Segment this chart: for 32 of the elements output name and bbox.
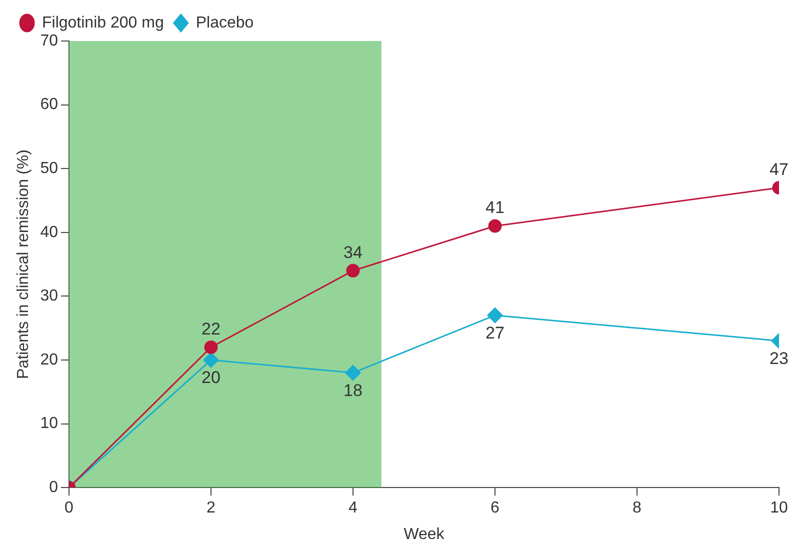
y-tick-label: 0 <box>49 479 58 496</box>
y-tick-label: 20 <box>40 351 58 368</box>
point <box>487 308 503 324</box>
y-tick-label: 70 <box>40 32 58 50</box>
data-label: 27 <box>486 324 504 343</box>
point <box>488 219 502 233</box>
x-axis-title: Week <box>404 526 446 543</box>
x-tick-label: 4 <box>348 500 358 517</box>
data-label: 20 <box>202 368 220 388</box>
x-tick-label: 6 <box>490 500 500 517</box>
x-tick-label: 8 <box>632 500 642 517</box>
data-label: 47 <box>770 160 788 179</box>
data-label: 34 <box>344 242 362 262</box>
x-tick-label: 0 <box>64 500 74 517</box>
y-tick-label: 40 <box>40 224 58 241</box>
point <box>346 264 360 278</box>
point <box>345 365 361 381</box>
y-tick-label: 50 <box>40 160 58 178</box>
point <box>203 352 219 368</box>
data-label: 23 <box>770 349 788 368</box>
data-label: 22 <box>202 319 220 338</box>
y-tick-label: 10 <box>40 415 58 432</box>
legend-label: Filgotinib 200 mg <box>42 14 164 32</box>
data-label: 41 <box>486 198 504 218</box>
point <box>204 340 218 354</box>
y-tick-label: 30 <box>40 288 58 305</box>
x-tick-label: 10 <box>770 500 788 517</box>
x-tick-label: 2 <box>206 500 216 517</box>
y-axis-title: Patients in clinical remission (%) <box>15 150 32 380</box>
y-tick-label: 60 <box>40 96 58 114</box>
data-label: 18 <box>344 380 362 400</box>
legend-label: Placebo <box>196 14 254 32</box>
